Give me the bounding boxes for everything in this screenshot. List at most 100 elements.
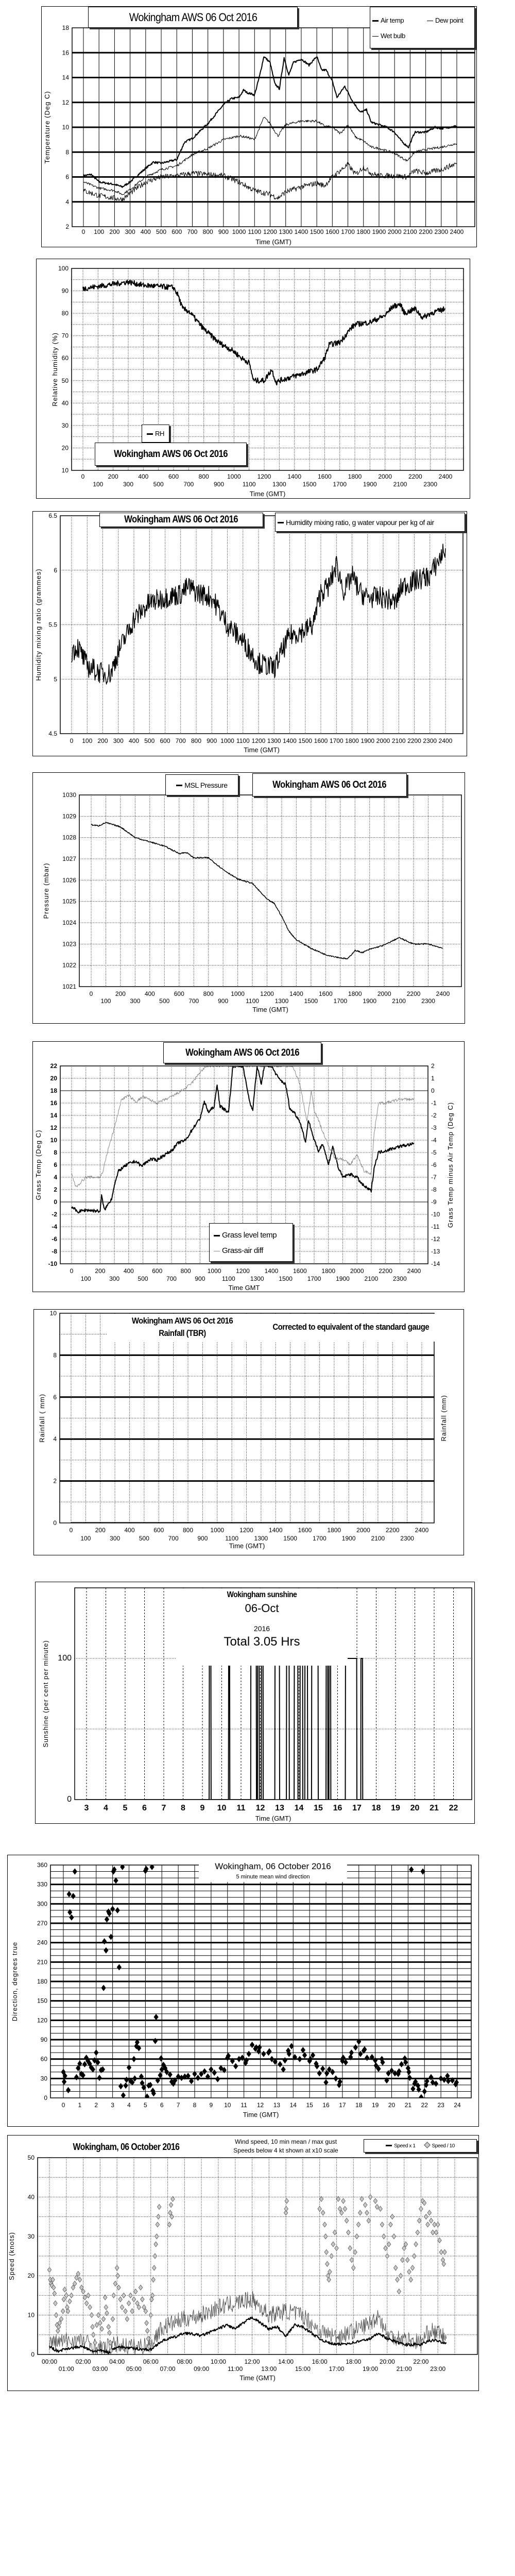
data-point-diamond	[93, 2340, 97, 2346]
x-tick-label: 17:00	[329, 2365, 344, 2372]
data-point-diamond	[445, 2078, 451, 2084]
chart-note: Corrected to equivalent of the standard …	[272, 1322, 430, 1332]
data-point-diamond	[424, 2213, 428, 2220]
data-point-diamond	[317, 2206, 322, 2212]
x-tick-label: 1600	[319, 990, 333, 997]
data-point-diamond	[344, 2217, 349, 2224]
x-tick-label: 100	[82, 737, 92, 744]
data-point-diamond	[138, 2284, 143, 2291]
x-tick-label: 1600	[325, 228, 339, 235]
x-tick-label: 1700	[307, 1275, 321, 1282]
data-point-diamond	[130, 2079, 135, 2086]
data-point-diamond	[403, 2241, 408, 2247]
y-tick-label: 1025	[62, 898, 76, 905]
y-tick-label: 240	[37, 1939, 47, 1946]
x-tick-label: 0	[90, 990, 93, 997]
x-tick-label: 300	[113, 737, 124, 744]
data-point-diamond	[333, 2075, 338, 2082]
x-tick-label: 2300	[423, 481, 437, 488]
x-tick-label: 500	[138, 1275, 148, 1282]
data-point-diamond	[116, 2284, 121, 2291]
data-point-diamond	[126, 2064, 132, 2071]
data-point-diamond	[150, 2292, 155, 2299]
data-point-diamond	[349, 2049, 354, 2056]
x-tick-label: 1900	[360, 737, 374, 744]
x-tick-label: 300	[110, 1535, 120, 1542]
y-tick-label: 1028	[62, 834, 76, 841]
x-tick-label: 2200	[419, 228, 433, 235]
chart-title: Wokingham AWS 06 Oct 2016	[124, 514, 238, 525]
data-point-diamond	[145, 2328, 150, 2334]
y2-tick-label: -1	[431, 1099, 437, 1107]
data-point-diamond	[144, 2320, 149, 2326]
data-point-diamond	[168, 2210, 173, 2216]
x-tick-label: 20	[410, 1804, 420, 1812]
data-point-diamond	[123, 2082, 128, 2089]
data-point-diamond	[386, 2070, 391, 2077]
data-point-diamond	[109, 2347, 113, 2354]
data-point-diamond	[148, 2312, 153, 2318]
x-tick-label: 6	[160, 2102, 164, 2109]
x-tick-label: 11	[237, 1804, 246, 1812]
x-tick-label: 700	[187, 228, 197, 235]
x-tick-label: 1500	[304, 997, 318, 1005]
x-tick-label: 900	[197, 1535, 208, 1542]
chart-year: 2016	[253, 1624, 270, 1633]
data-point-diamond	[405, 2257, 410, 2263]
x-tick-label: 500	[139, 1535, 149, 1542]
data-point-diamond	[136, 2045, 142, 2052]
data-point-diamond	[284, 2206, 288, 2212]
data-point-diamond	[221, 2066, 227, 2074]
data-point-diamond	[81, 2289, 85, 2295]
legend-label: Air temp	[381, 16, 404, 24]
x-tick-label: 1300	[254, 1535, 268, 1542]
data-point-diamond	[454, 2079, 459, 2086]
y2-tick-label: -4	[431, 1137, 437, 1144]
x-tick-label: 1100	[246, 997, 259, 1005]
y-tick-label: 20	[28, 2272, 35, 2279]
data-point-diamond	[373, 2198, 378, 2204]
series-line-rh	[82, 280, 446, 386]
x-tick-label: 5	[144, 2102, 147, 2109]
x-tick-label: 2000	[376, 737, 390, 744]
data-point-diamond	[80, 2072, 85, 2079]
data-point-diamond	[434, 2229, 439, 2235]
data-point-diamond	[353, 2249, 357, 2256]
data-point-diamond	[110, 2316, 115, 2322]
data-point-diamond	[402, 2245, 406, 2251]
y-tick-label: -4	[52, 1223, 57, 1230]
x-axis-label: Time (GMT)	[252, 1006, 288, 1013]
x-tick-label: 6	[142, 1804, 147, 1812]
x-tick-label: 1500	[283, 1535, 297, 1542]
legend-label: Dew point	[435, 16, 464, 24]
legend-item-air-temp: Air temp	[372, 16, 404, 24]
data-point-diamond	[353, 2044, 358, 2051]
x-tick-label: 9	[200, 1804, 205, 1812]
data-point-diamond	[399, 2061, 404, 2067]
x-tick-label: 17	[339, 2102, 346, 2109]
x-tick-label: 500	[156, 228, 166, 235]
data-point-diamond	[428, 2074, 434, 2080]
data-point-diamond	[384, 2077, 389, 2084]
data-point-diamond	[144, 1866, 149, 1872]
data-point-diamond	[410, 2265, 415, 2271]
x-tick-label: 1400	[269, 1527, 283, 1534]
y-tick-label: 14	[50, 1112, 58, 1119]
y-tick-label: 210	[37, 1958, 47, 1965]
y2-tick-label: 1	[431, 1075, 435, 1082]
data-point-diamond	[233, 2063, 238, 2070]
x-tick-label: 2000	[377, 990, 391, 997]
series-group	[61, 1865, 459, 2098]
data-point-diamond	[149, 1865, 154, 1870]
x-tick-label: 1700	[313, 1535, 327, 1542]
data-point-diamond	[302, 2052, 307, 2059]
data-point-diamond	[351, 2265, 356, 2271]
plot-border	[72, 27, 475, 227]
data-point-diamond	[420, 1868, 425, 1875]
x-tick-label: 900	[218, 997, 228, 1005]
x-tick-label: 14	[295, 1804, 304, 1812]
x-tick-label: 2400	[439, 737, 453, 744]
x-tick-label: 1800	[345, 737, 359, 744]
x-tick-label: 600	[174, 990, 184, 997]
y-tick-label: 1023	[62, 940, 76, 947]
